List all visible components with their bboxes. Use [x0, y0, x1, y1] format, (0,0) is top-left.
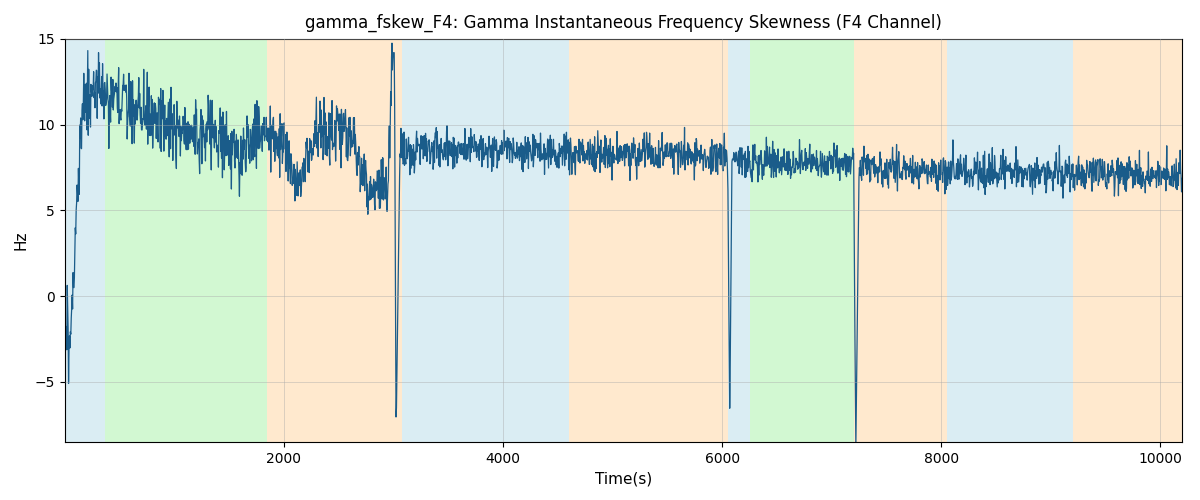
Bar [947, 39, 1073, 442]
Bar [1073, 39, 1182, 442]
Bar [268, 39, 402, 442]
Bar [727, 39, 750, 442]
Bar [569, 39, 727, 442]
X-axis label: Time(s): Time(s) [595, 471, 652, 486]
Title: gamma_fskew_F4: Gamma Instantaneous Frequency Skewness (F4 Channel): gamma_fskew_F4: Gamma Instantaneous Freq… [305, 14, 942, 32]
Bar [853, 39, 947, 442]
Bar [402, 39, 569, 442]
Bar [106, 39, 268, 442]
Bar [65, 39, 106, 442]
Y-axis label: Hz: Hz [14, 230, 29, 250]
Bar [750, 39, 853, 442]
